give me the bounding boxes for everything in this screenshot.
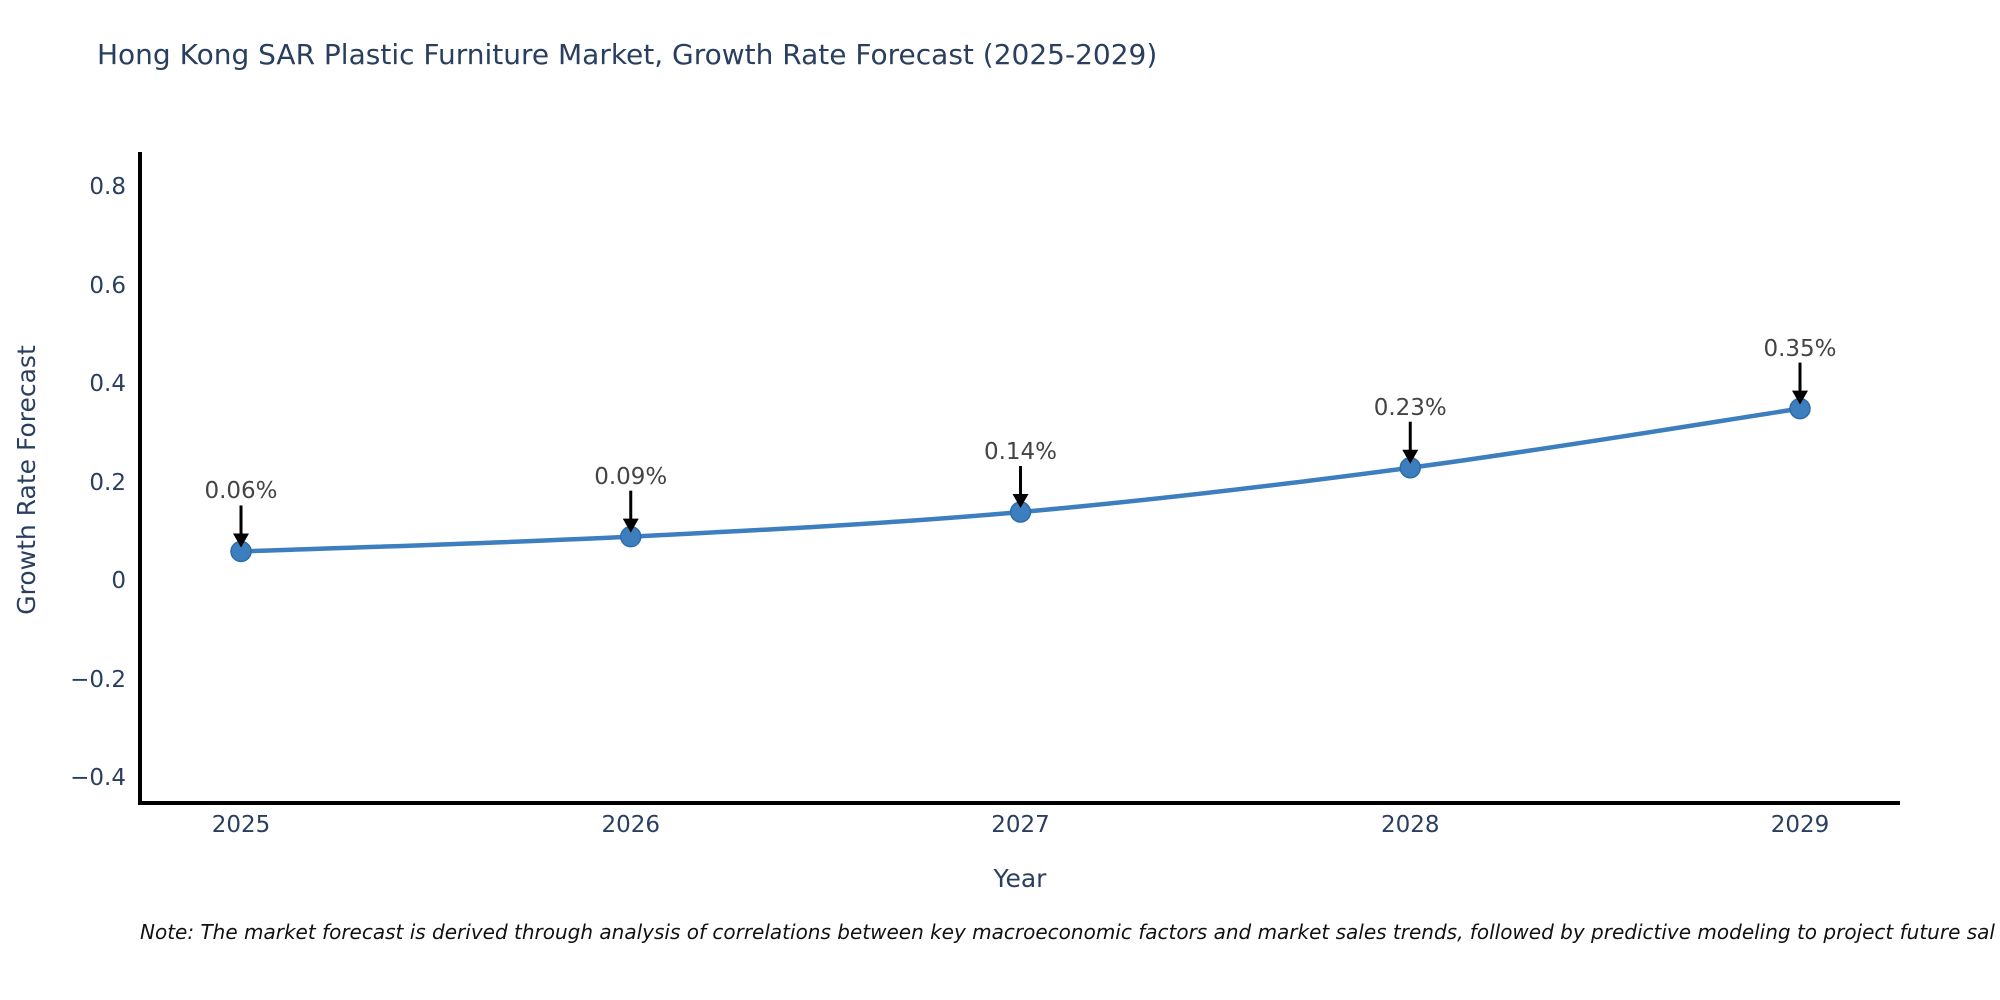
x-tick-label: 2026 xyxy=(601,812,661,838)
point-value-label: 0.06% xyxy=(204,478,278,505)
x-tick-label: 2029 xyxy=(1770,812,1830,838)
annotation-arrow-head xyxy=(1012,494,1029,509)
point-value-label: 0.14% xyxy=(983,439,1058,466)
x-tick-label: 2025 xyxy=(211,812,271,838)
point-value-label: 0.35% xyxy=(1763,335,1837,362)
y-tick-label: 0.6 xyxy=(89,272,126,299)
y-tick-label: 0.8 xyxy=(89,174,126,200)
chart-title: Hong Kong SAR Plastic Furniture Market, … xyxy=(97,38,1158,71)
x-tick-label: 2027 xyxy=(991,812,1050,838)
y-tick-label: 0.4 xyxy=(89,371,126,397)
y-tick-label: −0.4 xyxy=(70,765,126,791)
point-value-label: 0.23% xyxy=(1373,394,1447,421)
x-axis-title: Year xyxy=(993,864,1047,893)
x-tick-label: 2028 xyxy=(1380,812,1440,838)
annotation-arrow-head xyxy=(233,533,249,548)
y-tick-label: 0 xyxy=(111,568,126,594)
annotation-arrow-head xyxy=(1402,449,1419,464)
y-tick-label: −0.2 xyxy=(70,666,126,693)
point-value-label: 0.09% xyxy=(594,463,668,490)
annotation-arrow-head xyxy=(622,518,639,533)
footnote: Note: The market forecast is derived thr… xyxy=(140,920,1996,944)
annotation-arrow-head xyxy=(1792,390,1808,405)
y-tick-label: 0.2 xyxy=(89,469,126,496)
